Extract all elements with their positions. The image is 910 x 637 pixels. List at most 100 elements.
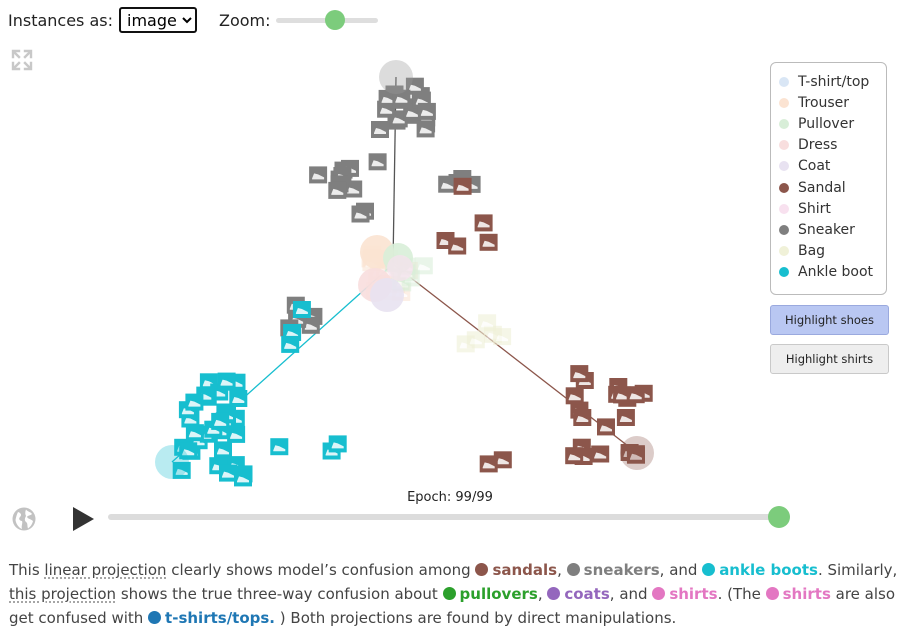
legend-item[interactable]: Sandal xyxy=(779,177,886,198)
this-projection-link[interactable]: this projection xyxy=(9,585,117,603)
caption-text: clearly shows model’s confusion among xyxy=(166,561,476,579)
legend-item[interactable]: Pullover xyxy=(779,113,886,134)
ankle-boot-instance[interactable] xyxy=(185,393,204,411)
sneaker-instance[interactable] xyxy=(417,102,436,120)
sandal-instance[interactable] xyxy=(597,418,615,436)
legend-item[interactable]: Shirt xyxy=(779,198,886,219)
legend-item[interactable]: T-shirt/top xyxy=(779,71,886,92)
sandal-instance[interactable] xyxy=(479,455,498,473)
legend-item[interactable]: Dress xyxy=(779,135,886,156)
ankle-boot-instance[interactable] xyxy=(328,435,347,453)
bag-instance[interactable] xyxy=(466,331,485,349)
sandals-label[interactable]: sandals xyxy=(492,561,558,579)
linear-projection-link[interactable]: linear projection xyxy=(44,561,167,579)
caption-text: , xyxy=(537,585,548,603)
legend-label: Trouser xyxy=(798,94,850,111)
coats-label[interactable]: coats xyxy=(564,585,610,603)
ankle-boot-instance[interactable] xyxy=(229,390,248,407)
epoch-slider[interactable] xyxy=(108,505,790,529)
sneaker-instance[interactable] xyxy=(368,153,387,171)
legend-dot xyxy=(779,267,789,278)
play-icon[interactable] xyxy=(70,505,96,533)
ankle-boot-instance[interactable] xyxy=(292,301,311,318)
ankle-boots-label[interactable]: ankle boots xyxy=(719,561,818,579)
ankle-boot-instance[interactable] xyxy=(211,412,230,430)
ankle-boot-instance[interactable] xyxy=(234,469,252,487)
sneaker-instance[interactable] xyxy=(392,89,411,107)
ankle-boot-instance[interactable] xyxy=(179,442,198,460)
bag-instance[interactable] xyxy=(493,328,512,346)
sneaker-instance[interactable] xyxy=(378,89,397,107)
sandal-instance[interactable] xyxy=(493,451,512,469)
sandal-instance[interactable] xyxy=(573,409,592,426)
shirt-handle[interactable] xyxy=(387,255,413,281)
sandal-instance[interactable] xyxy=(626,386,645,404)
coat-handle[interactable] xyxy=(370,278,404,312)
highlight-shirts-button[interactable]: Highlight shirts xyxy=(770,344,889,374)
sandal-vertex-handle[interactable] xyxy=(620,436,654,470)
zoom-slider[interactable] xyxy=(275,10,378,30)
ankle-boot-instance[interactable] xyxy=(270,438,289,456)
ankle-boot-vertex-handle[interactable] xyxy=(155,445,189,479)
sneaker-instance[interactable] xyxy=(438,175,457,193)
sneaker-instance[interactable] xyxy=(301,316,320,334)
sandal-instance[interactable] xyxy=(565,387,584,405)
expand-icon[interactable] xyxy=(10,48,34,72)
sandal-instance[interactable] xyxy=(627,446,645,464)
legend-item[interactable]: Trouser xyxy=(779,92,886,113)
highlight-shoes-button[interactable]: Highlight shoes xyxy=(770,305,889,335)
legend-dot xyxy=(779,203,789,214)
legend-label: Shirt xyxy=(798,200,831,217)
sneaker-instance[interactable] xyxy=(344,180,363,198)
sandal-instance[interactable] xyxy=(616,409,635,426)
epoch-slider-thumb[interactable] xyxy=(768,506,790,528)
instances-label: Instances as: xyxy=(8,10,114,30)
epoch-slider-track xyxy=(108,514,780,520)
sandal-instance[interactable] xyxy=(453,177,472,195)
bag-instance[interactable] xyxy=(478,314,497,332)
sneaker-vertex-handle[interactable] xyxy=(379,60,413,94)
legend-item[interactable]: Sneaker xyxy=(779,219,886,240)
sandal-instance[interactable] xyxy=(613,386,632,404)
sandal-instance[interactable] xyxy=(565,447,584,465)
projection-plot[interactable] xyxy=(0,40,760,490)
globe-icon[interactable] xyxy=(11,506,37,532)
ankle-boot-instance[interactable] xyxy=(281,335,300,353)
ankle-boot-instance[interactable] xyxy=(217,372,236,390)
shirts-label[interactable]: shirts xyxy=(669,585,718,603)
tshirt-dot xyxy=(148,611,162,624)
ankle-boot-instance[interactable] xyxy=(227,425,246,443)
ankle-boot-instance[interactable] xyxy=(219,464,237,482)
ankle-boot-dot xyxy=(702,563,716,576)
legend-label: Sneaker xyxy=(798,221,855,238)
ankle-boot-instance[interactable] xyxy=(172,461,191,479)
sandal-instance[interactable] xyxy=(570,365,589,383)
sneaker-instance[interactable] xyxy=(371,121,389,138)
sandal-instance[interactable] xyxy=(479,233,498,251)
sandal-axis-line xyxy=(392,263,638,454)
instances-select[interactable]: image xyxy=(119,7,198,33)
legend-item[interactable]: Coat xyxy=(779,156,886,177)
sneakers-label[interactable]: sneakers xyxy=(583,561,660,579)
sandal-instance[interactable] xyxy=(474,214,493,232)
sandal-instance[interactable] xyxy=(591,445,610,463)
caption-text: This xyxy=(9,561,45,579)
zoom-slider-thumb[interactable] xyxy=(324,10,345,30)
sneaker-instance[interactable] xyxy=(351,205,370,223)
pullovers-label[interactable]: pullovers xyxy=(459,585,538,603)
shirt-dot xyxy=(652,587,666,600)
sandal-instance[interactable] xyxy=(448,237,467,255)
ankle-boot-instance[interactable] xyxy=(185,424,204,442)
sneaker-instance[interactable] xyxy=(328,181,347,199)
legend-item[interactable]: Bag xyxy=(779,241,886,262)
sneaker-instance[interactable] xyxy=(309,166,328,184)
ankle-boot-instance[interactable] xyxy=(214,441,232,459)
tshirts-label[interactable]: t-shirts/tops. xyxy=(165,609,276,627)
shirts-label[interactable]: shirts xyxy=(782,585,831,603)
legend-dot xyxy=(779,97,789,108)
caption-text: . (The xyxy=(717,585,766,603)
sneaker-instance[interactable] xyxy=(416,120,435,138)
pullover-instance[interactable] xyxy=(414,257,433,275)
legend-item[interactable]: Ankle boot xyxy=(779,262,886,283)
top-controls: Instances as: image Zoom: xyxy=(8,6,378,34)
